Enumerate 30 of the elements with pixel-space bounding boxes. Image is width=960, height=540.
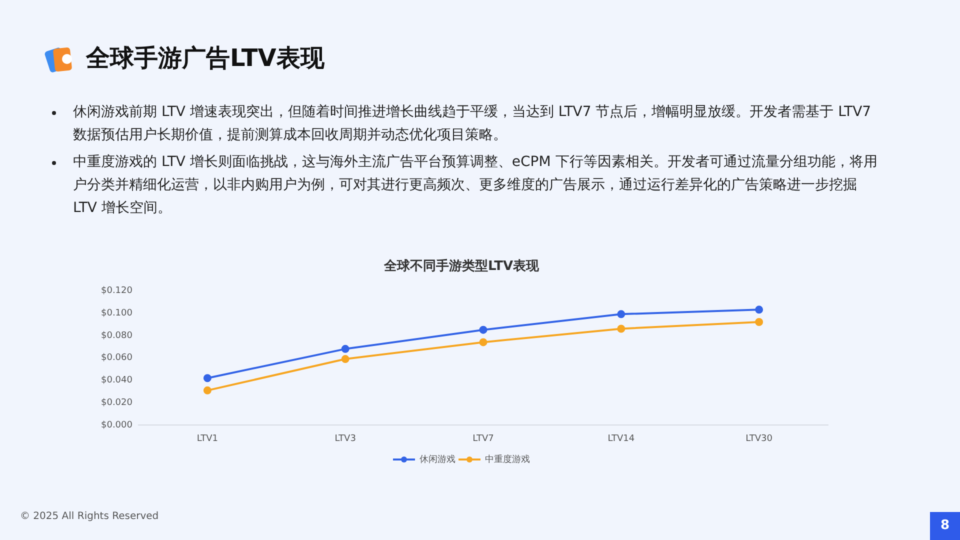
y-tick-label: $0.060 [100,353,133,364]
y-tick-label: $0.080 [100,330,133,341]
y-tick-label: $0.120 [100,286,133,296]
point [203,374,212,382]
point [617,310,626,318]
point [755,318,764,326]
point [341,355,350,364]
x-tick-label: LTV3 [334,434,356,444]
point [479,338,488,346]
chart-subtitle: 全球不同手游类型LTV表现 [382,258,540,274]
x-tick-label: LTV30 [746,434,773,444]
x-tick-label: LTV14 [608,434,635,444]
text: 8 [930,512,960,540]
legend-label: 休闲游戏 [420,454,456,465]
y-tick-label: $0.100 [100,308,133,318]
text: 休闲游戏前期 LTV 增速表现突出，但随着时间推进增长曲线趋于平缓，当达到 LTV7 节点后，增幅明显放缓。开发者需基于 LTV7 数据预估用户长期价值，提前测算成本回收周期并动态优化项目策略。 [73,104,872,143]
x-tick-label: LTV1 [196,434,218,444]
y-tick-label: $0.040 [100,376,133,386]
point [203,386,212,394]
chart-title: 全球手游广告LTV表现 [86,43,324,74]
x-tick-label: LTV7 [472,434,494,444]
y-tick-label: $0.000 [100,420,133,431]
y-tick-label: $0.020 [100,398,133,408]
point [617,324,626,333]
text: © 2025 All Rights Reserved [20,511,159,522]
legend-label: 中重度游戏 [485,454,530,465]
point [341,344,350,353]
point [479,326,488,334]
text: 中重度游戏的 LTV 增长则面临挑战，这与海外主流广告平台预算调整、eCPM 下行等因素相关。开发者可通过流量分组功能，将用户分类并精细化运营，以非内购用户为例，可对其进行更高频次、更多维度的广告展示，通过运行差异化的广告策略进一步挖掘 LTV 增长空间。 [73,154,878,216]
point [755,306,764,314]
